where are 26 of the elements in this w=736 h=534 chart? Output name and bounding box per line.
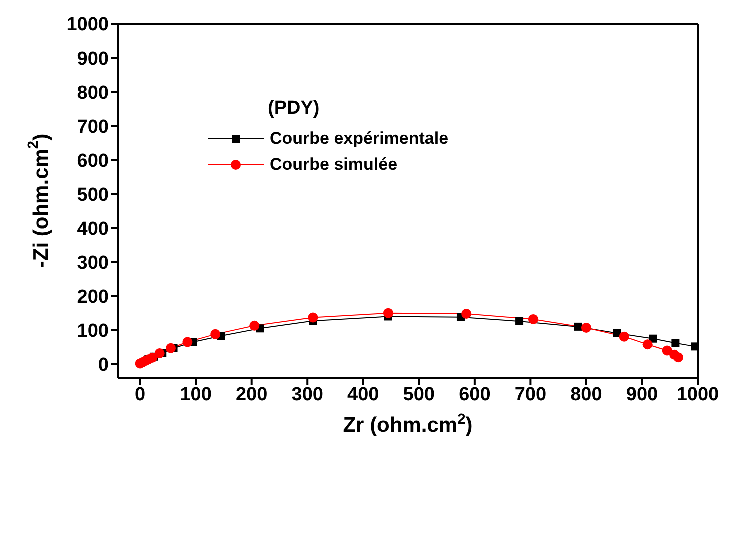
y-tick-label: 0: [98, 355, 109, 376]
legend-label: Courbe expérimentale: [270, 129, 449, 149]
x-tick-label: 800: [570, 384, 602, 406]
y-tick-label: 800: [77, 82, 109, 104]
y-tick-label: 1000: [66, 14, 109, 36]
legend-title: (PDY): [268, 98, 321, 120]
x-tick-label: 900: [626, 384, 658, 406]
y-tick-label: 700: [77, 116, 109, 138]
x-tick-label: 600: [459, 384, 491, 406]
x-tick-label: 1000: [676, 384, 720, 406]
y-tick-label: 500: [77, 184, 109, 206]
x-tick-label: 100: [180, 384, 212, 406]
y-tick-label: 200: [77, 287, 109, 308]
x-tick-label: 0: [135, 384, 146, 406]
legend-label: Courbe simulée: [270, 155, 398, 175]
y-tick-label: 300: [77, 253, 109, 274]
x-tick-label: 400: [348, 384, 380, 406]
y-tick-label: 100: [77, 321, 109, 342]
y-tick-label: 400: [77, 218, 109, 240]
x-tick-label: 300: [292, 384, 324, 406]
y-tick-label: 600: [77, 150, 109, 172]
x-tick-label: 500: [403, 384, 436, 406]
x-tick-label: 200: [236, 384, 268, 406]
x-tick-label: 700: [514, 384, 547, 406]
x-axis-title: Zr (ohm.cm$^{2}$): [343, 412, 473, 437]
y-tick-label: 900: [77, 48, 109, 70]
